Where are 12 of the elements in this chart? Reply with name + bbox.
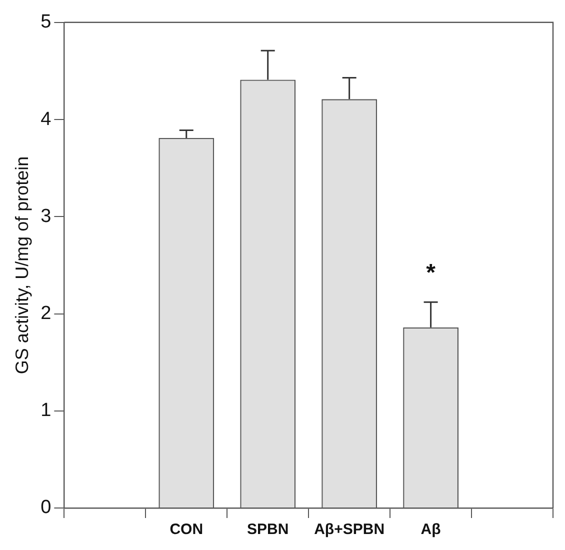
y-tick-label: 2 [40,302,52,324]
y-tick-label: 3 [40,206,52,227]
y-tick-label: 4 [40,108,52,130]
y-tick-label: 1 [40,400,52,422]
x-tick-label: Aβ [420,521,441,538]
x-tick-label: Aβ+SPBN [314,521,385,538]
y-tick-label: 5 [40,12,52,33]
x-tick-label: CON [170,521,204,538]
annotation: * [426,260,436,287]
y-tick-label: 0 [40,497,52,518]
y-axis-title: GS activity, U/mg of protein [12,156,32,374]
x-tick-label: SPBN [247,521,289,538]
